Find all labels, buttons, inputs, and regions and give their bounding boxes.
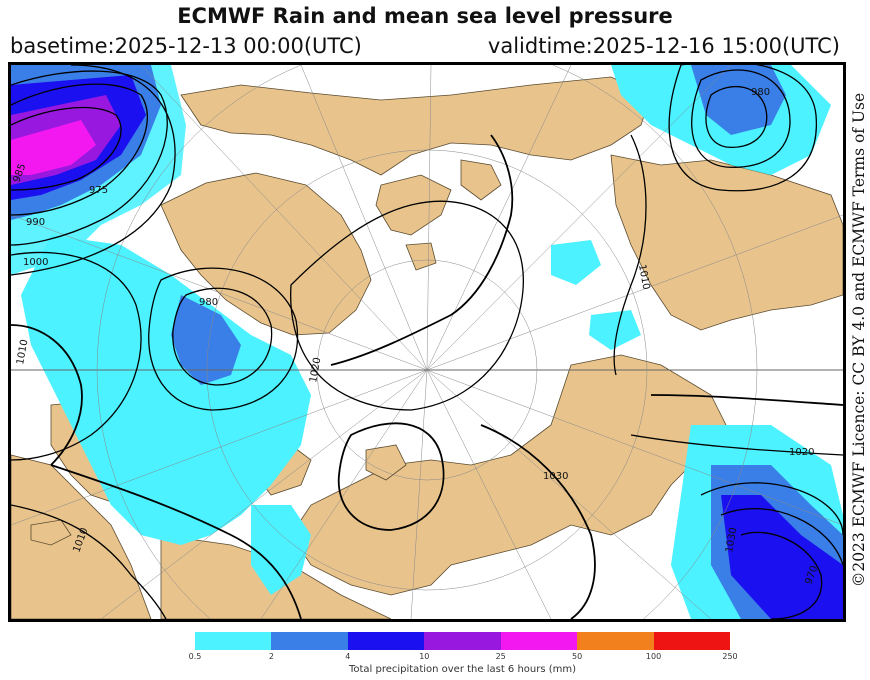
isobar-alaska-low-1 xyxy=(705,86,768,148)
isobar-baffin-low-2 xyxy=(148,267,299,411)
isobar-1000-west xyxy=(11,251,142,461)
legend-swatch-1 xyxy=(271,632,348,650)
land-europe xyxy=(11,454,152,619)
map-panel[interactable]: 985 975 990 1000 980 1010 1020 1020 1010… xyxy=(8,62,846,622)
license-text-container: ©2023 ECMWF Licence: CC BY 4.0 and ECMWF… xyxy=(848,70,870,610)
isobar-europe-1010 xyxy=(11,504,167,619)
isobar-pacific-low-2 xyxy=(720,508,843,566)
land-greenland xyxy=(160,172,372,336)
legend-swatch-0 xyxy=(195,632,272,650)
isobars xyxy=(11,65,843,619)
isobar-alaska-1010 xyxy=(613,134,647,376)
legend-ticks: 0.5 2 4 10 25 50 100 250 xyxy=(189,652,738,664)
precip-alaska-moderate xyxy=(691,65,786,135)
isobar-east-1010 xyxy=(630,434,843,456)
isobar-central-2 xyxy=(290,200,524,411)
land-islands-2 xyxy=(460,159,502,201)
legend-tick: 2 xyxy=(268,652,274,661)
isobar-low-atlantic-1 xyxy=(11,83,148,216)
graticule xyxy=(11,65,843,619)
land-iceland xyxy=(30,519,72,546)
legend-tick: 250 xyxy=(722,652,738,661)
isobar-pacific-low-3 xyxy=(700,482,843,536)
precip-scandinavia xyxy=(251,505,311,595)
precip-davis-moderate xyxy=(171,295,241,385)
chart-title: ECMWF Rain and mean sea level pressure xyxy=(177,4,673,28)
isobar-low-atlantic-3 xyxy=(11,106,122,191)
isobar-label-1030-siberia: 1030 xyxy=(543,471,568,482)
precip-north-atlantic-extreme xyxy=(11,120,96,175)
isobar-1010-west xyxy=(11,324,83,466)
precip-pacific-heavy xyxy=(721,495,843,619)
isobar-label-1000: 1000 xyxy=(23,257,48,268)
isobar-label-1010-east: 1010 xyxy=(636,264,651,291)
validtime-label: validtime:2025-12-16 15:00(UTC) xyxy=(487,34,840,58)
isobar-label-980-alaska: 980 xyxy=(751,87,770,98)
isobar-alaska-low-2 xyxy=(691,69,791,168)
isobar-low-atlantic-4 xyxy=(11,65,176,276)
legend-tick: 25 xyxy=(495,652,506,661)
isobar-label-980: 980 xyxy=(199,297,218,308)
legend-tick: 100 xyxy=(645,652,662,661)
legend-tick: 4 xyxy=(345,652,351,661)
isobar-label-975: 975 xyxy=(89,185,108,196)
precip-central-patch-2 xyxy=(589,310,641,350)
isobar-east-1020 xyxy=(650,394,843,406)
legend-swatch-2 xyxy=(347,632,425,650)
legend-tick: 10 xyxy=(419,652,430,661)
isobar-label-990: 990 xyxy=(26,217,45,228)
precipitation-layer xyxy=(11,65,843,619)
land-svalbard xyxy=(365,444,407,481)
isobar-baffin-low-1 xyxy=(172,287,273,386)
legend-swatch-3 xyxy=(424,632,501,650)
isobar-europe-1020 xyxy=(50,464,302,619)
isobar-label-1020-east: 1020 xyxy=(789,447,814,458)
isobar-siberia-1030 xyxy=(480,424,596,619)
isobar-alaska-low-3 xyxy=(668,65,817,192)
license-text: ©2023 ECMWF Licence: CC BY 4.0 and ECMWF… xyxy=(850,92,868,588)
isobar-pacific-low-1 xyxy=(740,531,823,619)
legend-label: Total precipitation over the last 6 hour… xyxy=(348,664,577,675)
isobar-label-1030: 1030 xyxy=(724,527,739,554)
legend-swatch-6 xyxy=(653,632,730,650)
land-canada-arctic xyxy=(180,76,652,176)
isobar-label-1010-west: 1010 xyxy=(15,339,30,366)
legend-swatch-5 xyxy=(577,632,654,650)
isobar-low-atlantic-2 xyxy=(11,70,168,246)
legend-tick: 0.5 xyxy=(188,652,202,661)
isobar-labels: 985 975 990 1000 980 1010 1020 1020 1010… xyxy=(11,87,820,586)
isobar-svalbard xyxy=(337,422,445,531)
precipitation-legend xyxy=(195,632,730,650)
map-canvas: 985 975 990 1000 980 1010 1020 1020 1010… xyxy=(11,65,843,619)
isobar-central-high xyxy=(330,134,514,366)
legend-tick: 50 xyxy=(572,652,583,661)
legend-swatch-4 xyxy=(500,632,578,650)
isobar-label-1020-central: 1020 xyxy=(308,357,323,384)
precip-central-patch xyxy=(551,240,601,285)
basetime-label: basetime:2025-12-13 00:00(UTC) xyxy=(10,34,362,58)
